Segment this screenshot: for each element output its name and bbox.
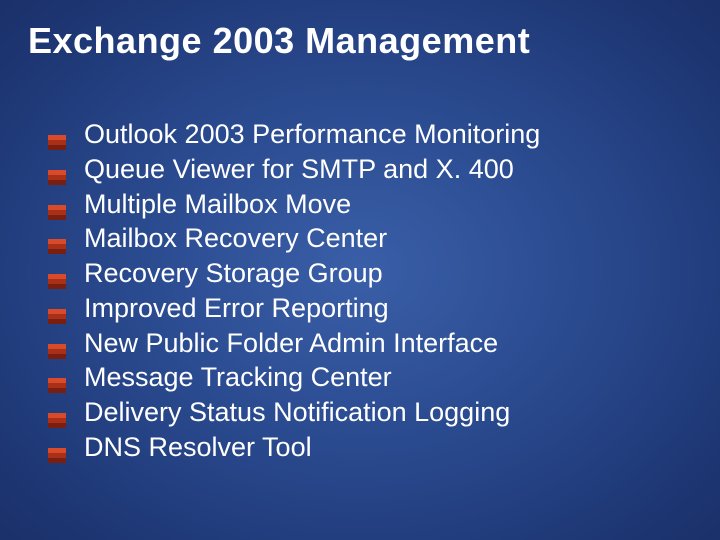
bullet-icon	[48, 125, 66, 140]
bullet-icon	[48, 368, 66, 383]
list-item-label: Recovery Storage Group	[84, 258, 383, 288]
list-item: DNS Resolver Tool	[48, 431, 692, 465]
list-item: Recovery Storage Group	[48, 257, 692, 291]
bullet-icon	[48, 403, 66, 418]
list-item-label: Queue Viewer for SMTP and X. 400	[84, 154, 514, 184]
slide: Exchange 2003 Management Outlook 2003 Pe…	[0, 0, 720, 540]
list-item: Outlook 2003 Performance Monitoring	[48, 118, 692, 152]
slide-title: Exchange 2003 Management	[28, 20, 692, 62]
list-item: Queue Viewer for SMTP and X. 400	[48, 153, 692, 187]
bullet-icon	[48, 299, 66, 314]
list-item: Message Tracking Center	[48, 361, 692, 395]
bullet-icon	[48, 160, 66, 175]
list-item-label: Improved Error Reporting	[84, 293, 389, 323]
bullet-icon	[48, 334, 66, 349]
list-item: Delivery Status Notification Logging	[48, 396, 692, 430]
list-item: Improved Error Reporting	[48, 292, 692, 326]
list-item: Mailbox Recovery Center	[48, 222, 692, 256]
bullet-icon	[48, 264, 66, 279]
list-item: Multiple Mailbox Move	[48, 188, 692, 222]
list-item-label: Message Tracking Center	[84, 362, 392, 392]
bullet-icon	[48, 195, 66, 210]
bullet-list: Outlook 2003 Performance Monitoring Queu…	[28, 118, 692, 465]
list-item-label: New Public Folder Admin Interface	[84, 328, 498, 358]
list-item-label: Outlook 2003 Performance Monitoring	[84, 119, 540, 149]
list-item-label: Delivery Status Notification Logging	[84, 397, 510, 427]
bullet-icon	[48, 229, 66, 244]
list-item-label: Mailbox Recovery Center	[84, 223, 387, 253]
bullet-icon	[48, 438, 66, 453]
list-item-label: Multiple Mailbox Move	[84, 189, 351, 219]
list-item-label: DNS Resolver Tool	[84, 432, 312, 462]
list-item: New Public Folder Admin Interface	[48, 327, 692, 361]
